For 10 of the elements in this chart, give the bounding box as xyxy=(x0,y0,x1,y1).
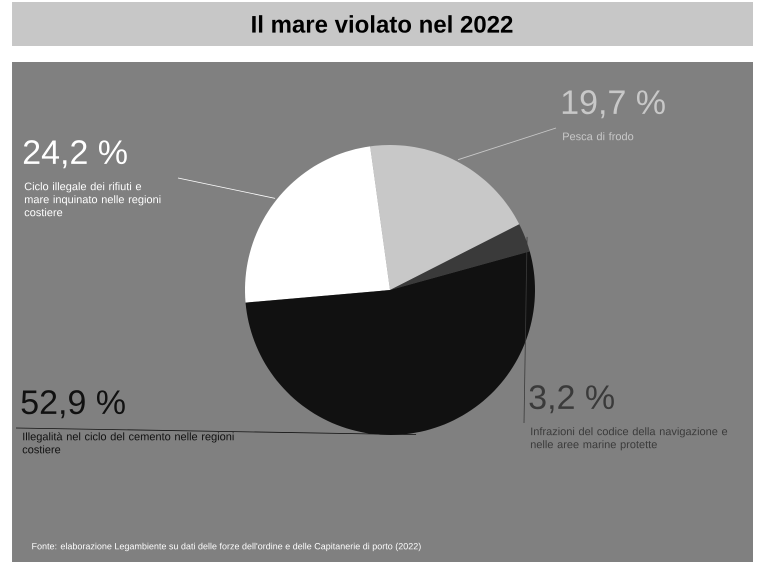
data-label: 19,7 % xyxy=(562,90,665,118)
data-label: 24,2 % xyxy=(24,140,127,168)
slice-label: Illegalità nel ciclo del cemento nelle regioni costiere xyxy=(22,432,234,454)
data-label: 52,9 % xyxy=(22,390,125,418)
slice-label: Ciclo illegale dei rifiuti e mare inquinato nelle regioni costiere xyxy=(24,182,160,216)
source-note: Fonte: elaborazione Legambiente su dati delle forze dell'ordine e delle Capitanerie di porto (2022) xyxy=(32,542,421,552)
slice-label: Pesca di frodo xyxy=(563,132,634,140)
data-label: 3,2 % xyxy=(530,385,614,414)
slice-label: Infrazioni del codice della navigazione e nelle aree marine protette xyxy=(530,427,728,450)
chart-title: Il mare violato nel 2022 xyxy=(252,15,512,33)
